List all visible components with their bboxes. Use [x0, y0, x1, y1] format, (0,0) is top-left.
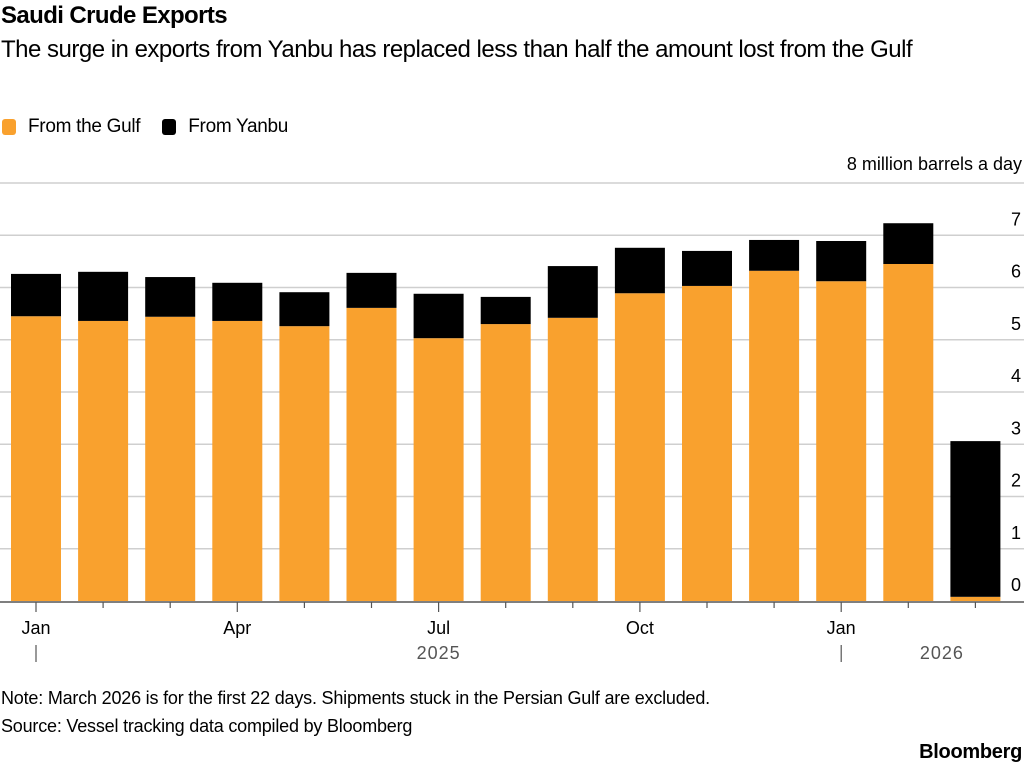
bar-yanbu: [547, 266, 598, 318]
y-axis-unit-label: 8 million barrels a day: [846, 154, 1022, 174]
bar-yanbu: [480, 296, 531, 325]
legend-swatch-gulf: [2, 119, 16, 135]
y-tick-label: 4: [1011, 366, 1021, 386]
y-tick-label: 5: [1011, 314, 1021, 334]
bar-gulf: [145, 316, 196, 601]
x-tick-label: Jul: [427, 618, 450, 638]
bar-gulf: [816, 281, 867, 601]
bloomberg-logo: Bloomberg: [919, 741, 1022, 763]
legend-swatch-yanbu: [162, 119, 177, 135]
chart-source: Source: Vessel tracking data compiled by…: [1, 716, 413, 736]
x-tick-label: Apr: [223, 618, 251, 638]
legend-label-yanbu: From Yanbu: [188, 116, 289, 137]
bar-yanbu: [682, 250, 732, 286]
y-tick-label: 2: [1011, 471, 1021, 491]
bar-gulf: [614, 293, 665, 601]
chart-plot: 0 1 2 3 4 5 6 7 Jan Apr Jul Oct Jan 2025 2026: [0, 182, 1024, 663]
bar-yanbu: [816, 240, 867, 282]
bar-yanbu: [413, 293, 464, 339]
y-tick-label: 3: [1011, 418, 1021, 438]
bar-yanbu: [145, 277, 196, 317]
x-tick-label: Jan: [21, 618, 50, 638]
bar-gulf: [682, 285, 732, 601]
bar-yanbu: [614, 247, 665, 294]
bar-gulf: [950, 596, 1001, 601]
bar-gulf: [212, 320, 263, 601]
y-tick-label: 1: [1011, 523, 1021, 543]
bar-gulf: [346, 307, 397, 601]
y-tick-label: 0: [1011, 575, 1021, 595]
bar-gulf: [749, 270, 800, 601]
legend-label-gulf: From the Gulf: [28, 116, 141, 137]
bar-yanbu: [11, 273, 61, 317]
chart-subtitle: The surge in exports from Yanbu has repl…: [1, 36, 913, 63]
bar-gulf: [11, 316, 61, 601]
bar-yanbu: [749, 239, 800, 271]
bar-yanbu: [950, 441, 1001, 597]
y-tick-label: 7: [1011, 209, 1021, 229]
legend-item-gulf: From the Gulf: [2, 116, 141, 138]
bar-gulf: [279, 326, 330, 601]
bar-gulf: [78, 320, 129, 601]
x-tick-label: Jan: [827, 618, 856, 638]
bar-yanbu: [78, 271, 129, 321]
bar-yanbu: [212, 282, 263, 321]
bar-gulf: [413, 338, 464, 601]
y-tick-label: 6: [1011, 262, 1021, 282]
chart-note: Note: March 2026 is for the first 22 day…: [1, 688, 710, 708]
year-label: 2025: [417, 643, 461, 663]
legend-item-yanbu: From Yanbu: [162, 116, 288, 138]
chart-title: Saudi Crude Exports: [1, 2, 228, 29]
x-tick-label: Oct: [626, 618, 654, 638]
bar-gulf: [547, 317, 598, 601]
legend: From the Gulf From Yanbu: [2, 116, 310, 138]
bar-gulf: [883, 263, 934, 601]
year-label: 2026: [920, 643, 964, 663]
bar-yanbu: [279, 292, 330, 327]
bar-gulf: [480, 324, 531, 601]
bar-yanbu: [883, 223, 934, 264]
bar-yanbu: [346, 272, 397, 308]
